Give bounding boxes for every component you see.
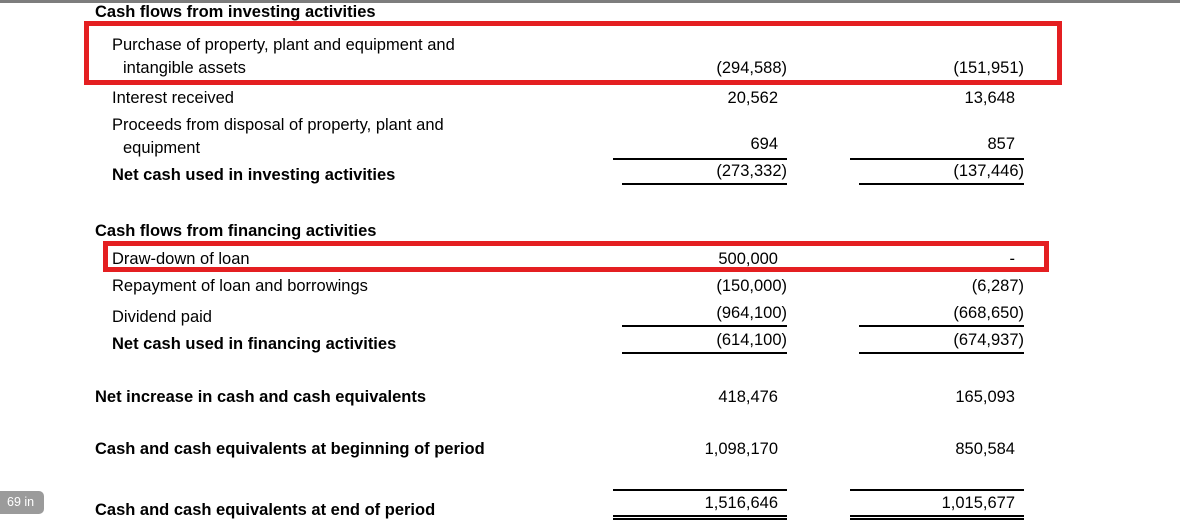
value-current-period: 694 <box>545 133 787 160</box>
value-current-period: (614,100) <box>545 331 787 354</box>
label-line-2: equipment <box>123 139 201 157</box>
row-label: Purchase of property, plant and equipmen… <box>95 34 545 80</box>
row-label: Net cash used in investing activities <box>112 166 396 184</box>
row-net-cash-investing: Net cash used in investing activities (2… <box>95 162 1024 185</box>
row-purchase-ppe: Purchase of property, plant and equipmen… <box>95 34 1024 80</box>
value-current-period: (294,588) <box>716 59 787 77</box>
value-prior-period: (6,287) <box>971 277 1024 295</box>
row-label: Draw-down of loan <box>112 250 250 268</box>
value-prior-period: 857 <box>787 133 1024 160</box>
section-heading-financing: Cash flows from financing activities <box>95 222 377 240</box>
window-top-edge <box>0 0 1180 3</box>
row-label: Repayment of loan and borrowings <box>112 277 368 295</box>
label-line-1: Purchase of property, plant and equipmen… <box>112 36 455 54</box>
row-drawdown-loan: Draw-down of loan 500,000 - <box>95 250 1024 269</box>
measurement-badge: 69 in <box>0 491 45 514</box>
row-cash-end: Cash and cash equivalents at end of peri… <box>95 489 1024 520</box>
row-interest-received: Interest received 20,562 13,648 <box>95 89 1024 108</box>
value-current-period: (964,100) <box>545 304 787 327</box>
highlight-box-purchase-ppe <box>84 21 1062 85</box>
value-current-period: 1,516,646 <box>545 489 787 520</box>
value-prior-period: 13,648 <box>964 89 1015 107</box>
value-prior-period: 850,584 <box>955 440 1015 458</box>
value-prior-period: (668,650) <box>787 304 1024 327</box>
value-prior-period: (137,446) <box>787 162 1024 185</box>
row-cash-beginning: Cash and cash equivalents at beginning o… <box>95 440 1024 459</box>
row-label: Net cash used in financing activities <box>112 335 397 353</box>
row-label: Net increase in cash and cash equivalent… <box>95 388 427 406</box>
value-prior-period: (151,951) <box>953 59 1024 77</box>
row-repayment-loan: Repayment of loan and borrowings (150,00… <box>95 277 1024 296</box>
label-line-2: intangible assets <box>123 59 246 77</box>
row-label: Interest received <box>112 89 234 107</box>
value-prior-period: 165,093 <box>955 388 1015 406</box>
row-net-cash-financing: Net cash used in financing activities (6… <box>95 331 1024 354</box>
row-label: Proceeds from disposal of property, plan… <box>95 114 545 160</box>
value-current-period: 20,562 <box>727 89 778 107</box>
value-prior-period: (674,937) <box>787 331 1024 354</box>
row-label: Dividend paid <box>112 308 212 326</box>
row-proceeds-disposal: Proceeds from disposal of property, plan… <box>95 114 1024 160</box>
value-prior-period: 1,015,677 <box>787 489 1024 520</box>
value-current-period: 500,000 <box>718 250 778 268</box>
value-current-period: (273,332) <box>545 162 787 185</box>
value-current-period: 418,476 <box>718 388 778 406</box>
value-prior-period: - <box>1009 250 1016 268</box>
cash-flow-statement: Cash flows from investing activities Pur… <box>95 3 1024 520</box>
row-net-increase: Net increase in cash and cash equivalent… <box>95 388 1024 407</box>
row-label: Cash and cash equivalents at beginning o… <box>95 440 485 458</box>
value-current-period: 1,098,170 <box>704 440 778 458</box>
row-dividend-paid: Dividend paid (964,100) (668,650) <box>95 304 1024 327</box>
value-current-period: (150,000) <box>716 277 787 295</box>
label-line-1: Proceeds from disposal of property, plan… <box>112 116 444 134</box>
highlight-box-drawdown-loan <box>103 241 1049 272</box>
row-label: Cash and cash equivalents at end of peri… <box>95 501 436 519</box>
